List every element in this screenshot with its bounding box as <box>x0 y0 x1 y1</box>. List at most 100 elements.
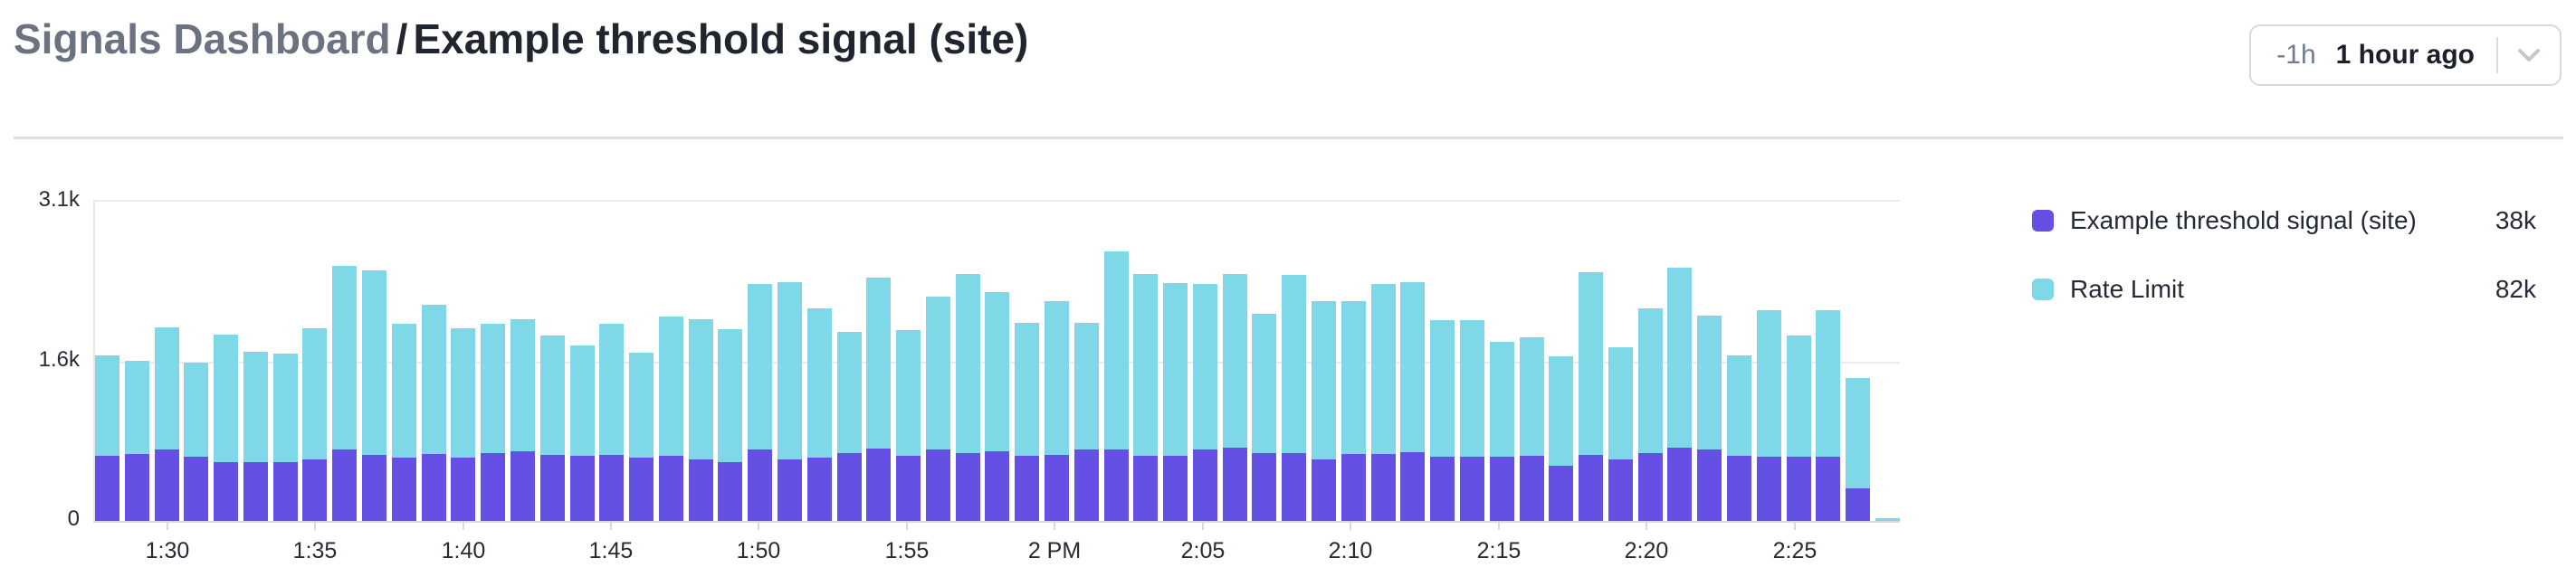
stacked-bar[interactable] <box>629 353 654 521</box>
stacked-bar[interactable] <box>391 324 416 521</box>
signal-segment[interactable] <box>1133 456 1159 521</box>
rate-limit-segment[interactable] <box>1786 336 1811 457</box>
stacked-bar[interactable] <box>481 324 506 521</box>
rate-limit-segment[interactable] <box>1816 310 1841 457</box>
stacked-bar[interactable] <box>718 329 743 521</box>
rate-limit-segment[interactable] <box>1459 320 1484 457</box>
signal-segment[interactable] <box>1312 459 1337 521</box>
stacked-bar[interactable] <box>955 274 980 521</box>
signal-segment[interactable] <box>629 458 654 521</box>
stacked-bar[interactable] <box>154 327 179 521</box>
stacked-bar[interactable] <box>688 319 713 521</box>
rate-limit-segment[interactable] <box>214 335 239 462</box>
rate-limit-segment[interactable] <box>539 336 565 455</box>
rate-limit-segment[interactable] <box>1697 316 1722 449</box>
signal-segment[interactable] <box>1816 457 1841 521</box>
signal-segment[interactable] <box>1549 466 1574 521</box>
signal-segment[interactable] <box>421 454 446 521</box>
signal-segment[interactable] <box>1103 449 1129 521</box>
stacked-bar[interactable] <box>1222 274 1247 521</box>
rate-limit-segment[interactable] <box>836 332 862 453</box>
stacked-bar[interactable] <box>1697 316 1722 521</box>
rate-limit-segment[interactable] <box>421 305 446 454</box>
stacked-bar[interactable] <box>866 278 892 521</box>
stacked-bar[interactable] <box>1756 310 1781 521</box>
signal-segment[interactable] <box>1697 449 1722 521</box>
rate-limit-segment[interactable] <box>154 327 179 449</box>
stacked-bar[interactable] <box>658 317 683 521</box>
signal-segment[interactable] <box>539 455 565 521</box>
signal-segment[interactable] <box>1045 455 1069 521</box>
stacked-bar[interactable] <box>806 308 832 521</box>
stacked-bar[interactable] <box>1846 378 1871 521</box>
stacked-bar[interactable] <box>1103 251 1129 521</box>
signal-segment[interactable] <box>1222 448 1247 521</box>
signal-segment[interactable] <box>777 459 802 521</box>
stacked-bar[interactable] <box>1519 337 1544 521</box>
signal-segment[interactable] <box>214 462 239 521</box>
rate-limit-segment[interactable] <box>1340 301 1366 454</box>
signal-segment[interactable] <box>1192 449 1217 521</box>
signal-segment[interactable] <box>1846 488 1871 521</box>
rate-limit-segment[interactable] <box>777 282 802 459</box>
signal-segment[interactable] <box>1667 448 1693 521</box>
stacked-bar[interactable] <box>599 324 625 521</box>
signal-segment[interactable] <box>1489 457 1514 521</box>
signal-segment[interactable] <box>1163 456 1188 521</box>
signal-segment[interactable] <box>1579 455 1604 521</box>
stacked-bar[interactable] <box>124 361 149 521</box>
signal-segment[interactable] <box>184 457 209 521</box>
signal-segment[interactable] <box>896 456 921 521</box>
stacked-bar[interactable] <box>184 363 209 521</box>
signal-segment[interactable] <box>510 451 535 521</box>
signal-segment[interactable] <box>688 459 713 521</box>
rate-limit-segment[interactable] <box>124 361 149 454</box>
stacked-bar[interactable] <box>896 330 921 521</box>
signal-segment[interactable] <box>955 453 980 521</box>
stacked-bar[interactable] <box>1133 274 1159 521</box>
rate-limit-segment[interactable] <box>243 352 268 462</box>
signal-segment[interactable] <box>748 449 773 521</box>
rate-limit-segment[interactable] <box>599 324 625 455</box>
signal-segment[interactable] <box>1400 452 1426 521</box>
rate-limit-segment[interactable] <box>1430 320 1455 457</box>
rate-limit-segment[interactable] <box>718 329 743 462</box>
rate-limit-segment[interactable] <box>896 330 921 456</box>
stacked-bar[interactable] <box>569 345 595 521</box>
stacked-bar[interactable] <box>1073 323 1099 521</box>
rate-limit-segment[interactable] <box>866 278 892 449</box>
stacked-bar[interactable] <box>332 266 358 521</box>
time-range-selector[interactable]: -1h 1 hour ago <box>2249 24 2562 86</box>
rate-limit-segment[interactable] <box>1667 268 1693 448</box>
rate-limit-segment[interactable] <box>1312 301 1337 459</box>
stacked-bar[interactable] <box>510 319 535 521</box>
signal-segment[interactable] <box>866 449 892 521</box>
stacked-bar[interactable] <box>95 355 119 521</box>
signal-segment[interactable] <box>391 458 416 521</box>
signal-segment[interactable] <box>1015 456 1040 521</box>
stacked-bar[interactable] <box>1163 283 1188 521</box>
chevron-down-icon[interactable] <box>2514 45 2543 65</box>
rate-limit-segment[interactable] <box>1045 301 1069 455</box>
stacked-bar[interactable] <box>1608 347 1633 521</box>
rate-limit-segment[interactable] <box>272 354 298 462</box>
signal-segment[interactable] <box>1637 453 1663 521</box>
stacked-bar[interactable] <box>451 328 476 521</box>
signal-segment[interactable] <box>806 458 832 521</box>
stacked-bar[interactable] <box>1192 284 1217 521</box>
rate-limit-segment[interactable] <box>1015 323 1040 456</box>
rate-limit-segment[interactable] <box>629 353 654 458</box>
signal-segment[interactable] <box>658 456 683 521</box>
rate-limit-segment[interactable] <box>1133 274 1159 456</box>
stacked-bar[interactable] <box>302 328 328 521</box>
stacked-bar[interactable] <box>1667 268 1693 521</box>
rate-limit-segment[interactable] <box>688 319 713 459</box>
stacked-bar[interactable] <box>1459 320 1484 521</box>
stacked-bar[interactable] <box>1726 355 1751 521</box>
signal-segment[interactable] <box>1786 457 1811 521</box>
signal-segment[interactable] <box>481 453 506 521</box>
stacked-bar[interactable] <box>1252 314 1277 521</box>
rate-limit-segment[interactable] <box>1370 284 1396 454</box>
signal-segment[interactable] <box>1282 453 1307 521</box>
signal-segment[interactable] <box>451 458 476 521</box>
